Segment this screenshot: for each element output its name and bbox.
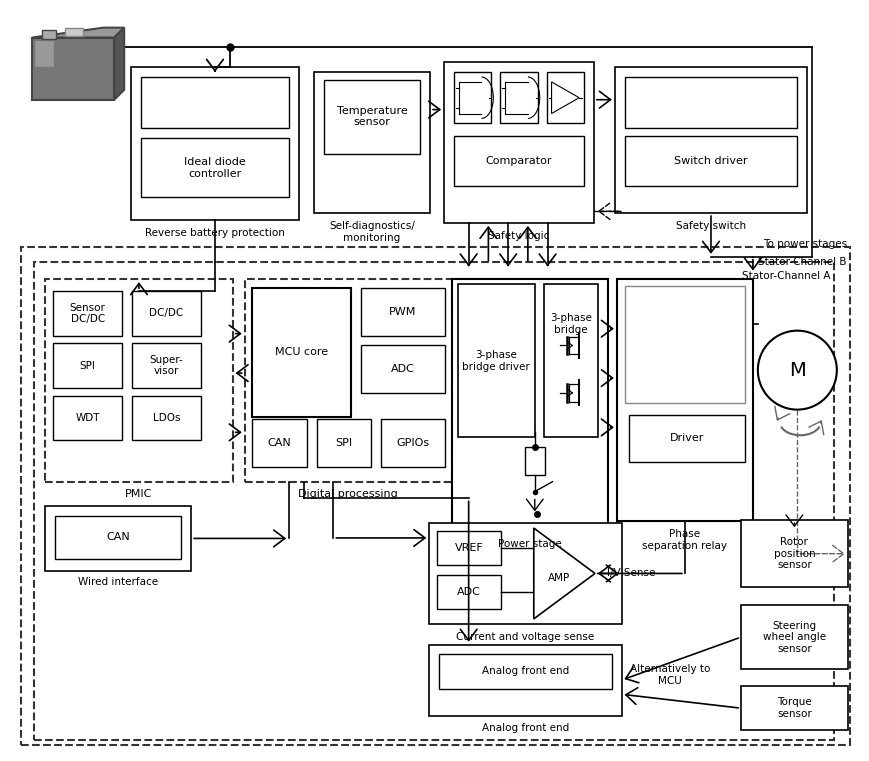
Text: DC/DC: DC/DC: [149, 308, 183, 318]
Polygon shape: [115, 27, 124, 100]
Bar: [32, 37, 115, 100]
Bar: [53, 343, 123, 388]
Bar: [132, 291, 201, 336]
Text: Comparator: Comparator: [486, 156, 552, 166]
Text: Stator-Channel A: Stator-Channel A: [742, 272, 831, 282]
Bar: [458, 285, 534, 438]
Text: GPIOs: GPIOs: [396, 438, 429, 448]
Polygon shape: [552, 82, 580, 113]
Text: I/V Sense: I/V Sense: [607, 568, 655, 578]
Text: Alternatively to
MCU: Alternatively to MCU: [629, 664, 710, 686]
Bar: [454, 72, 491, 123]
Text: M: M: [789, 361, 806, 380]
Text: AMP: AMP: [548, 573, 570, 584]
Text: Safety switch: Safety switch: [676, 221, 746, 231]
Bar: [53, 396, 123, 440]
Bar: [741, 605, 847, 669]
Text: Phase
separation relay: Phase separation relay: [642, 529, 727, 551]
Bar: [625, 77, 798, 129]
Text: Switch driver: Switch driver: [674, 156, 747, 166]
Bar: [501, 72, 538, 123]
Bar: [36, 41, 53, 66]
Bar: [429, 645, 621, 715]
Bar: [614, 67, 807, 213]
Bar: [454, 136, 584, 186]
Bar: [141, 77, 289, 129]
Bar: [625, 286, 745, 403]
Bar: [361, 345, 445, 393]
Bar: [253, 288, 351, 416]
Text: MCU core: MCU core: [275, 347, 328, 358]
Circle shape: [758, 331, 837, 409]
Polygon shape: [534, 528, 595, 619]
Text: Analog front end: Analog front end: [481, 722, 569, 733]
Text: PWM: PWM: [389, 307, 417, 317]
Bar: [547, 72, 584, 123]
Bar: [437, 531, 501, 565]
Bar: [625, 136, 798, 186]
Text: CAN: CAN: [106, 532, 130, 542]
Bar: [544, 285, 598, 438]
Bar: [65, 27, 83, 36]
Bar: [628, 415, 745, 462]
Text: Analog front end: Analog front end: [481, 666, 569, 677]
Text: Power stage: Power stage: [498, 539, 561, 549]
Bar: [132, 343, 201, 388]
Bar: [323, 80, 421, 154]
Text: SPI: SPI: [335, 438, 352, 448]
Text: CAN: CAN: [268, 438, 291, 448]
Bar: [437, 575, 501, 609]
Bar: [43, 30, 56, 40]
Bar: [53, 291, 123, 336]
Bar: [525, 447, 545, 475]
Bar: [45, 279, 233, 482]
Text: Super-
visor: Super- visor: [149, 355, 183, 377]
Bar: [244, 279, 452, 482]
Bar: [444, 62, 594, 223]
Bar: [314, 72, 430, 213]
Text: Sensor
DC/DC: Sensor DC/DC: [70, 303, 106, 324]
Text: Wired interface: Wired interface: [78, 578, 158, 587]
Text: Steering
wheel angle
sensor: Steering wheel angle sensor: [763, 620, 826, 654]
Text: Temperature
sensor: Temperature sensor: [336, 106, 408, 127]
Bar: [439, 654, 612, 689]
Bar: [452, 279, 607, 531]
Bar: [55, 516, 182, 559]
Bar: [429, 523, 621, 624]
Text: Ideal diode
controller: Ideal diode controller: [184, 157, 246, 179]
Text: Current and voltage sense: Current and voltage sense: [456, 632, 594, 642]
Bar: [381, 419, 445, 466]
Text: Driver: Driver: [670, 433, 704, 443]
Bar: [617, 279, 753, 521]
Bar: [35, 262, 834, 740]
Bar: [132, 396, 201, 440]
Text: ADC: ADC: [457, 587, 481, 597]
Bar: [131, 67, 299, 220]
Bar: [141, 139, 289, 197]
Bar: [741, 686, 847, 731]
Text: LDOs: LDOs: [153, 413, 181, 423]
Text: VREF: VREF: [454, 543, 483, 552]
Bar: [316, 419, 371, 466]
Text: WDT: WDT: [76, 413, 100, 423]
Text: Stator-Channel B: Stator-Channel B: [758, 256, 846, 266]
Text: Rotor
position
sensor: Rotor position sensor: [773, 537, 815, 570]
Text: 3-phase
bridge: 3-phase bridge: [550, 313, 592, 335]
Text: To power stages: To power stages: [763, 239, 847, 249]
Text: 3-phase
bridge driver: 3-phase bridge driver: [462, 350, 530, 371]
Text: PMIC: PMIC: [125, 489, 153, 498]
Text: Safety logic: Safety logic: [488, 231, 550, 241]
Text: Reverse battery protection: Reverse battery protection: [145, 228, 285, 238]
Text: Digital processing: Digital processing: [298, 489, 398, 498]
Text: SPI: SPI: [80, 361, 96, 371]
Bar: [45, 506, 191, 571]
Text: ADC: ADC: [391, 365, 415, 374]
Bar: [21, 247, 850, 745]
Bar: [361, 288, 445, 336]
Polygon shape: [32, 27, 124, 37]
Text: Self-diagnostics/
monitoring: Self-diagnostics/ monitoring: [329, 221, 415, 243]
Bar: [741, 521, 847, 587]
Bar: [253, 419, 307, 466]
Text: Torque
sensor: Torque sensor: [777, 697, 812, 719]
